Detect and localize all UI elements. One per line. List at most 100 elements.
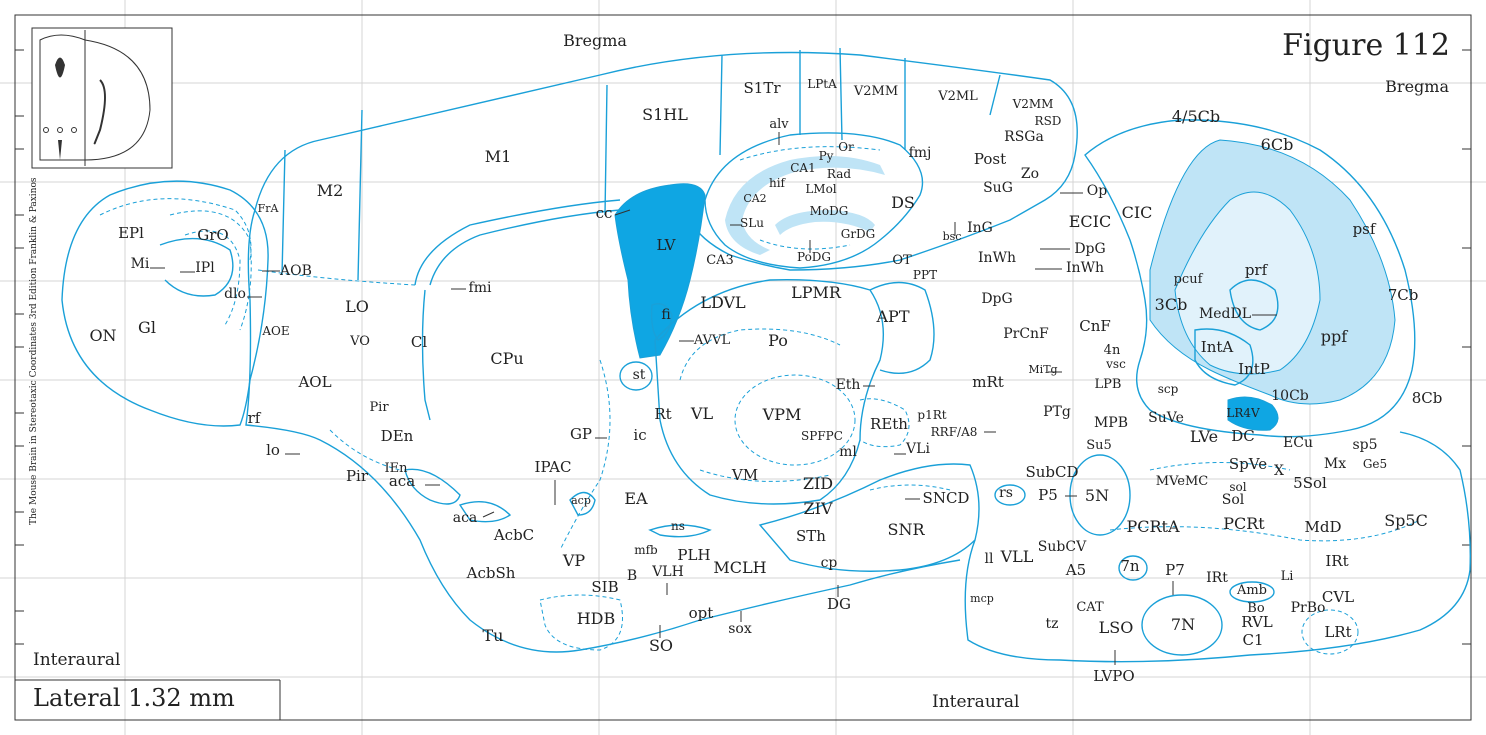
region-label: GP [570, 425, 592, 443]
region-label: STh [796, 527, 826, 545]
region-label: dlo [224, 286, 246, 302]
region-label: Ge5 [1363, 457, 1387, 471]
region-label: LO [345, 297, 369, 316]
region-label: Eth [836, 377, 861, 393]
region-label: IPl [195, 260, 215, 276]
region-label: S1Tr [744, 79, 782, 97]
region-label: rf [248, 409, 262, 427]
region-label: aca [453, 510, 478, 526]
region-label: ml [839, 444, 857, 460]
region-label: MedDL [1199, 306, 1251, 322]
basal-forebrain [329, 359, 712, 651]
region-label: SLu [740, 216, 764, 230]
region-label: SubCV [1038, 539, 1087, 555]
region-label: Bo [1247, 601, 1265, 616]
region-label: IPAC [535, 458, 572, 476]
region-label: Mi [131, 256, 150, 272]
region-label: MoDG [810, 204, 849, 218]
region-label: ns [671, 519, 685, 533]
region-label: mcp [970, 592, 994, 605]
region-label: EA [624, 489, 648, 508]
region-label: Or [838, 140, 854, 154]
region-label: CIC [1122, 203, 1153, 222]
region-label: LPB [1095, 377, 1122, 392]
region-label: aca [389, 472, 415, 490]
region-label: LR4V [1226, 406, 1260, 420]
region-label: SNCD [923, 489, 970, 507]
region-label: Rt [654, 405, 671, 423]
region-label: OT [892, 253, 912, 268]
region-label: AOL [297, 373, 331, 391]
region-label: LDVL [700, 293, 746, 312]
cerebellum [1084, 119, 1416, 438]
region-label: ZID [803, 474, 833, 493]
region-label: VLH [651, 564, 684, 580]
region-label: LPtA [807, 77, 837, 91]
region-label: 7n [1120, 557, 1140, 575]
region-label: MPB [1094, 415, 1128, 431]
region-label: PPT [913, 268, 937, 282]
region-label: Rad [827, 167, 851, 181]
region-label: pcuf [1174, 272, 1204, 287]
region-label: CA3 [706, 253, 734, 268]
region-label: ON [89, 326, 116, 345]
region-label: bsc [943, 230, 962, 243]
region-label: VLi [905, 441, 930, 457]
region-label: scp [1158, 382, 1179, 396]
cerebrum [245, 47, 1078, 653]
region-label: rs [999, 485, 1013, 501]
region-label: CPu [490, 349, 523, 368]
region-label: P7 [1165, 561, 1185, 579]
region-label: AcbSh [466, 564, 516, 582]
region-label: DpG [1074, 241, 1105, 257]
region-label: sol [1229, 480, 1246, 494]
region-label: A5 [1065, 561, 1086, 579]
lateral-label: Lateral 1.32 mm [33, 684, 235, 712]
region-label: IEn [385, 461, 409, 476]
region-label: prf [1245, 261, 1269, 279]
region-label: 10Cb [1271, 388, 1309, 404]
region-label: M2 [317, 181, 344, 200]
region-label: Sp5C [1384, 511, 1428, 530]
region-label: CA2 [743, 192, 766, 205]
region-label: PoDG [797, 250, 831, 264]
region-label: P5 [1038, 486, 1058, 504]
orientation-inset [31, 27, 173, 169]
region-label: PLH [677, 546, 710, 564]
region-label: RSGa [1004, 129, 1044, 145]
region-label: GrDG [841, 227, 876, 241]
region-label: Tu [483, 626, 504, 645]
region-label: Sol [1222, 492, 1245, 508]
interaural-bottom-label: Interaural [932, 692, 1019, 712]
region-label: Py [819, 149, 834, 163]
region-label: p1Rt [917, 408, 946, 422]
region-label: SNR [887, 520, 925, 539]
region-label: psf [1353, 220, 1377, 238]
region-label: SIB [591, 578, 618, 596]
region-label: 8Cb [1412, 389, 1443, 407]
region-label: mRt [972, 373, 1004, 391]
region-label: 5N [1085, 486, 1109, 505]
region-label: IRt [1206, 570, 1228, 586]
credit-vertical: The Mouse Brain in Stereotaxic Coordinat… [29, 177, 39, 525]
region-label: MCLH [713, 558, 766, 577]
region-label: V2ML [937, 89, 978, 104]
region-label: cc [596, 204, 613, 222]
region-label: lo [266, 441, 280, 459]
region-label: tz [1045, 616, 1058, 632]
region-label: ECu [1283, 435, 1313, 451]
region-label: 6Cb [1261, 135, 1294, 154]
region-label: fmi [469, 280, 492, 296]
region-label: InWh [978, 250, 1016, 266]
region-label: AOE [261, 324, 289, 338]
region-label: DS [891, 193, 915, 212]
fourth-ventricle-lateral-recess [1227, 396, 1279, 431]
region-label: GrO [197, 226, 228, 244]
region-label: st [633, 367, 646, 383]
region-label: LV [656, 236, 676, 254]
region-label: Gl [138, 318, 156, 337]
region-label: VO [349, 334, 370, 349]
region-label: LVe [1190, 427, 1218, 446]
region-label: 5Sol [1293, 474, 1327, 492]
region-label: APT [876, 307, 910, 326]
